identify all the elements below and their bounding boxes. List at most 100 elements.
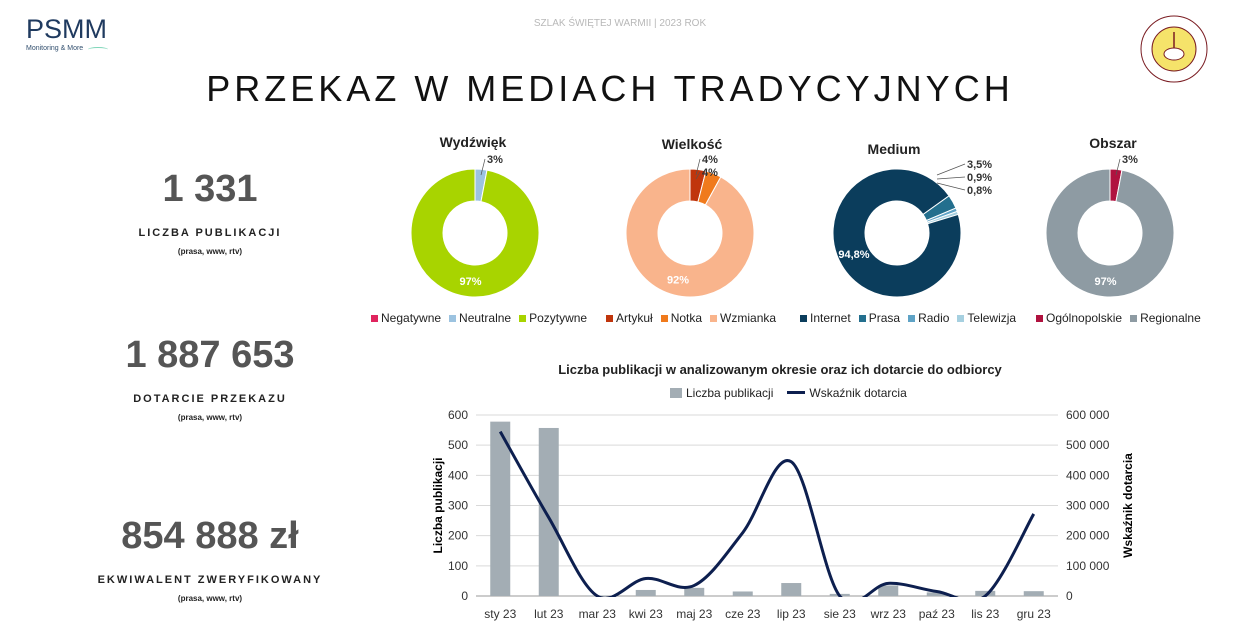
legend-size: Artykuł Notka Wzmianka <box>606 311 776 325</box>
x-tick-label: mar 23 <box>579 607 617 621</box>
donut-charts: 97% 3% 92% 4%4% 94,8% 3,5%0,9%0,8% 97% 3% <box>410 154 1175 298</box>
legend-item: Radio <box>908 311 949 325</box>
data-label: 3% <box>487 154 503 166</box>
data-label: 3% <box>1122 154 1138 166</box>
legend-item: Prasa <box>858 311 900 325</box>
data-label: 0,9% <box>967 172 992 184</box>
stat-value: 1 887 653 <box>125 334 295 376</box>
data-label: 92% <box>667 274 689 286</box>
x-tick-label: sty 23 <box>484 607 516 621</box>
y-tick-label: 0 <box>461 589 468 603</box>
data-label: 3,5% <box>967 159 992 171</box>
x-tick-label: sie 23 <box>824 607 856 621</box>
stat-sub: (prasa, www, rtv) <box>177 594 243 603</box>
data-label: 4% <box>702 167 718 179</box>
stat-value: 854 888 zł <box>121 515 299 557</box>
stat-reach: 1 887 653 DOTARCIE PRZEKAZU (prasa, www,… <box>60 334 360 422</box>
x-tick-label: cze 23 <box>725 607 761 621</box>
legend-item: Wzmianka <box>710 311 776 325</box>
bar-lut-23 <box>538 427 559 596</box>
x-tick-label: lis 23 <box>971 607 999 621</box>
donut-slice-wzmianka <box>625 168 755 298</box>
y-tick-label: 300 <box>448 499 468 513</box>
stat-label: DOTARCIE PRZEKAZU <box>133 393 287 405</box>
legend-item: Artykuł <box>606 311 653 325</box>
y2-tick-label: 600 000 <box>1066 408 1110 422</box>
bar-wrz-23 <box>878 585 899 596</box>
data-label: 0,8% <box>967 185 992 197</box>
y-tick-label: 500 <box>448 438 468 452</box>
donut-slice-internet <box>832 168 962 298</box>
y2-tick-label: 0 <box>1066 589 1073 603</box>
bar-maj-23 <box>684 587 705 596</box>
data-label: 4% <box>702 154 718 166</box>
donut-title-size: Wielkość <box>661 136 723 152</box>
x-tick-label: kwi 23 <box>629 607 663 621</box>
stat-label: EKWIWALENT ZWERYFIKOWANY <box>97 574 323 586</box>
legend-item: Negatywne <box>371 311 441 325</box>
logo-wave <box>88 47 108 52</box>
psmm-logo: PSMM <box>26 14 107 44</box>
legend-medium: Internet Prasa Radio Telewizja <box>800 311 1016 325</box>
y-tick-label: 600 <box>448 408 468 422</box>
leader-line <box>936 182 966 191</box>
bar-gru-23 <box>1023 591 1044 596</box>
legend-item: Neutralne <box>449 311 511 325</box>
x-tick-label: lip 23 <box>777 607 806 621</box>
y-tick-label: 400 <box>448 468 468 482</box>
x-tick-label: wrz 23 <box>870 607 907 621</box>
x-tick-label: lut 23 <box>534 607 564 621</box>
bar-lip-23 <box>781 583 802 596</box>
combo-chart: 0 0 100 100 000 200 200 000 300 300 000 400 400 0… <box>431 408 1135 621</box>
top-title: SZLAK ŚWIĘTEJ WARMII | 2023 ROK <box>533 18 707 29</box>
page-title: PRZEKAZ W MEDIACH TRADYCYJNYCH <box>206 68 1014 109</box>
stat-value: 1 331 <box>162 168 258 210</box>
data-label: 97% <box>459 276 481 288</box>
donut-title-area: Obszar <box>1089 135 1137 151</box>
leader-line <box>936 176 966 180</box>
stat-sub: (prasa, www, rtv) <box>177 413 243 422</box>
legend-item: Internet <box>800 311 851 325</box>
leader-line <box>936 163 966 176</box>
y2-tick-label: 500 000 <box>1066 438 1110 452</box>
legend-sentiment: Negatywne Neutralne Pozytywne <box>371 311 587 325</box>
stat-sub: (prasa, www, rtv) <box>177 247 243 256</box>
data-label: 97% <box>1094 276 1116 288</box>
logo-tagline: Monitoring & More <box>26 45 84 52</box>
legend-item: Notka <box>660 311 702 325</box>
x-tick-label: gru 23 <box>1017 607 1051 621</box>
leader-line <box>480 158 486 176</box>
x-tick-label: paź 23 <box>919 607 955 621</box>
legend-item-bars: Liczba publikacji <box>670 386 773 400</box>
donut-slice-pozytywne <box>410 168 540 298</box>
y-axis-label: Liczba publikacji <box>431 457 445 553</box>
bar-cze-23 <box>732 591 753 596</box>
donut-title-sentiment: Wydźwięk <box>439 134 507 150</box>
legend-item: Ogólnopolskie <box>1036 311 1122 325</box>
szlak-seal-logo <box>1140 15 1208 83</box>
y-tick-label: 100 <box>448 559 468 573</box>
y2-tick-label: 200 000 <box>1066 529 1110 543</box>
line-wskaznik-dotarcia <box>498 430 1036 597</box>
bar-paź-23 <box>926 592 947 596</box>
leader-line <box>695 171 701 180</box>
y-tick-label: 200 <box>448 529 468 543</box>
donut-slice-regionalne <box>1045 168 1175 298</box>
combo-chart-title: Liczba publikacji w analizowanym okresie… <box>558 362 1002 377</box>
legend-item: Pozytywne <box>519 311 587 325</box>
y2-axis-label: Wskaźnik dotarcia <box>1121 453 1135 558</box>
x-tick-label: maj 23 <box>676 607 712 621</box>
stat-publications: 1 331 LICZBA PUBLIKACJI (prasa, www, rtv… <box>60 168 360 256</box>
legend-area: Ogólnopolskie Regionalne <box>1036 311 1201 325</box>
bar-lis-23 <box>975 590 996 596</box>
legend-item: Regionalne <box>1130 311 1201 325</box>
y2-tick-label: 400 000 <box>1066 468 1110 482</box>
stat-equivalent: 854 888 zł EKWIWALENT ZWERYFIKOWANY (pra… <box>60 515 360 603</box>
stat-label: LICZBA PUBLIKACJI <box>138 227 282 239</box>
leader-line <box>695 158 701 176</box>
combo-legend: Liczba publikacji Wskaźnik dotarcia <box>670 386 907 400</box>
donut-title-medium: Medium <box>867 141 921 157</box>
legend-item: Telewizja <box>957 311 1016 325</box>
y2-tick-label: 300 000 <box>1066 499 1110 513</box>
bar-kwi-23 <box>635 589 656 596</box>
